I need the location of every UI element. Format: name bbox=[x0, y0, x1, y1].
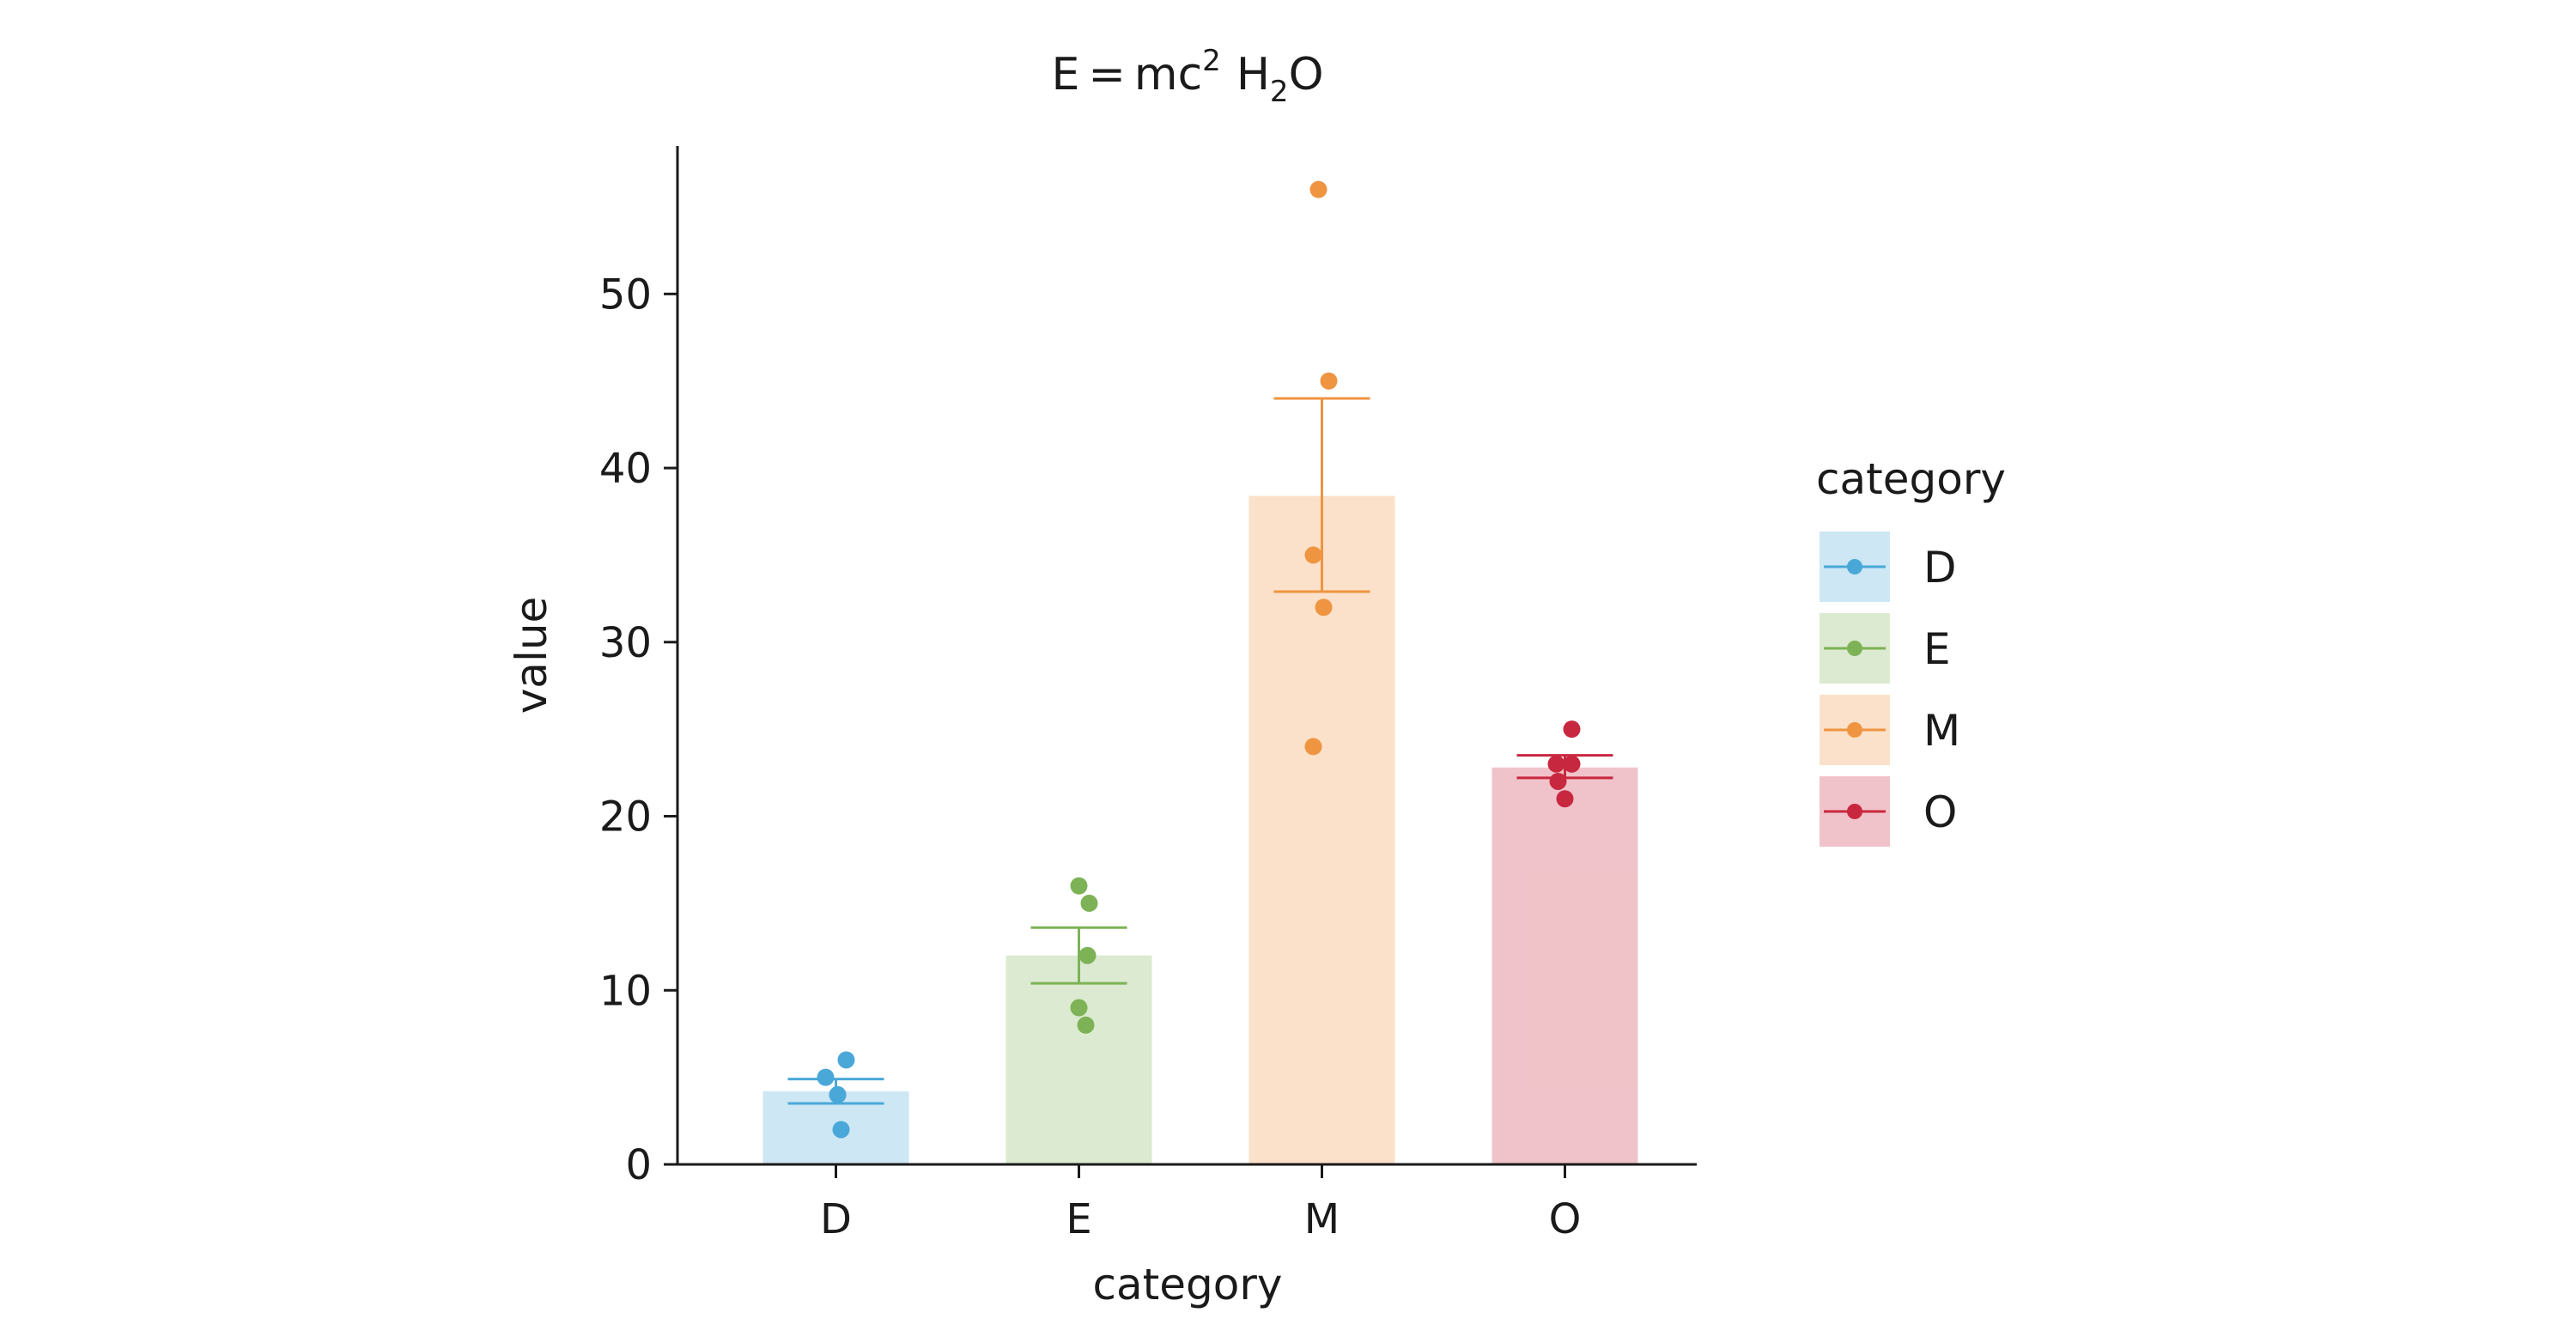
bar-O bbox=[1492, 767, 1638, 1164]
bar-E bbox=[1005, 955, 1152, 1164]
point-O-4 bbox=[1556, 790, 1574, 808]
y-tick-label-0: 0 bbox=[625, 1141, 652, 1189]
chart-title-text: E = mc2 H2O bbox=[1051, 44, 1323, 109]
title-sup: 2 bbox=[1202, 44, 1221, 78]
point-D-4 bbox=[832, 1121, 850, 1139]
point-O-0 bbox=[1563, 720, 1581, 738]
point-M-0 bbox=[1309, 180, 1327, 198]
legend-marker-O bbox=[1847, 804, 1862, 819]
legend-label-O: O bbox=[1923, 787, 1957, 837]
x-tick-label-D: D bbox=[820, 1195, 852, 1243]
title-eq: = bbox=[1088, 49, 1126, 100]
legend-marker-D bbox=[1847, 559, 1862, 574]
legend-label-E: E bbox=[1923, 624, 1951, 674]
title-sub: 2 bbox=[1270, 75, 1289, 109]
y-ticks: 0 10 20 30 40 50 bbox=[599, 270, 677, 1189]
title-mc: mc bbox=[1134, 49, 1202, 100]
legend-marker-M bbox=[1847, 722, 1862, 738]
point-O-2 bbox=[1547, 755, 1565, 773]
legend-marker-E bbox=[1847, 641, 1862, 656]
y-tick-label-30: 30 bbox=[599, 619, 652, 667]
title-o: O bbox=[1289, 49, 1324, 100]
point-E-2 bbox=[1078, 946, 1097, 964]
point-D-3 bbox=[829, 1085, 847, 1103]
point-O-1 bbox=[1563, 755, 1581, 773]
point-M-1 bbox=[1320, 372, 1338, 390]
point-M-2 bbox=[1304, 546, 1322, 564]
plot-area bbox=[762, 180, 1638, 1164]
x-tick-label-O: O bbox=[1549, 1195, 1582, 1243]
legend-label-M: M bbox=[1923, 706, 1960, 756]
bar-M bbox=[1249, 495, 1395, 1164]
axes bbox=[676, 146, 1697, 1166]
legend-label-D: D bbox=[1923, 543, 1957, 592]
x-tick-label-E: E bbox=[1066, 1195, 1091, 1243]
point-E-1 bbox=[1080, 894, 1098, 912]
point-M-3 bbox=[1315, 599, 1333, 617]
title-e: E bbox=[1051, 49, 1079, 100]
y-tick-label-50: 50 bbox=[599, 270, 652, 319]
y-tick-label-10: 10 bbox=[599, 967, 652, 1015]
title-h: H bbox=[1236, 49, 1270, 100]
x-axis-title: category bbox=[1093, 1260, 1283, 1310]
point-E-3 bbox=[1070, 999, 1088, 1017]
chart-title: E = mc2 H2O bbox=[1051, 44, 1323, 109]
point-O-3 bbox=[1549, 772, 1567, 790]
y-tick-label-40: 40 bbox=[599, 445, 652, 493]
point-D-1 bbox=[817, 1068, 835, 1086]
point-E-0 bbox=[1070, 877, 1088, 895]
y-tick-label-20: 20 bbox=[599, 793, 652, 842]
point-M-4 bbox=[1304, 738, 1322, 756]
y-axis-title: value bbox=[507, 597, 556, 714]
x-tick-label-M: M bbox=[1304, 1195, 1340, 1243]
legend-title: category bbox=[1816, 454, 2006, 504]
point-D-0 bbox=[837, 1051, 855, 1069]
point-E-4 bbox=[1077, 1016, 1095, 1034]
